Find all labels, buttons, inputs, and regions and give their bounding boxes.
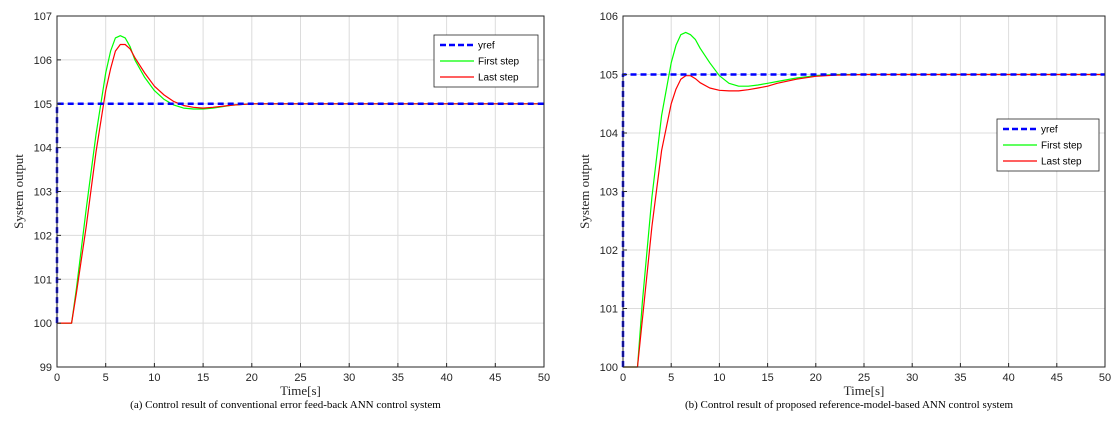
x-tick-label: 35 — [954, 372, 966, 384]
x-tick-label: 5 — [668, 372, 674, 384]
y-tick-label: 102 — [600, 245, 618, 257]
y-tick-label: 107 — [34, 11, 52, 23]
caption: (a) Control result of conventional error… — [130, 399, 441, 411]
legend-label: yref — [478, 41, 495, 52]
x-tick-label: 5 — [103, 372, 109, 384]
x-axis-label: Time[s] — [280, 383, 321, 398]
y-tick-label: 103 — [34, 187, 52, 199]
chart-a: 0 5 10 15 20 25 30 35 40 45 50 99 100 101 102 103 104 10… — [11, 11, 550, 411]
x-tick-label: 25 — [858, 372, 870, 384]
x-tick-label: 35 — [392, 372, 404, 384]
y-axis-label: System output — [577, 154, 592, 229]
legend-label: First step — [478, 57, 520, 68]
x-axis-label: Time[s] — [844, 383, 885, 398]
x-tick-label: 10 — [148, 372, 160, 384]
x-tick-label: 20 — [246, 372, 258, 384]
x-ticks: 0 5 10 15 20 25 30 35 40 45 50 — [54, 363, 550, 384]
series-line-last-step — [623, 73, 1105, 368]
x-tick-label: 50 — [538, 372, 550, 384]
x-tick-label: 10 — [713, 372, 725, 384]
y-tick-label: 102 — [34, 230, 52, 242]
caption: (b) Control result of proposed reference… — [685, 399, 1014, 411]
series-line-last-step — [57, 43, 544, 324]
legend: yref First step Last step — [996, 118, 1100, 172]
y-tick-label: 106 — [600, 11, 618, 23]
y-tick-label: 100 — [600, 362, 618, 374]
x-ticks: 0 5 10 15 20 25 30 35 40 45 50 — [620, 363, 1111, 384]
x-tick-label: 40 — [1002, 372, 1014, 384]
legend-box — [996, 118, 1100, 172]
legend-label: First step — [1041, 141, 1083, 152]
y-tick-label: 105 — [34, 99, 52, 111]
legend-label: Last step — [478, 73, 519, 84]
y-tick-label: 103 — [600, 187, 618, 199]
y-ticks: 100 101 102 103 104 105 106 — [600, 11, 627, 374]
y-tick-label: 106 — [34, 55, 52, 67]
x-tick-label: 25 — [294, 372, 306, 384]
y-tick-label: 99 — [40, 362, 52, 374]
x-tick-label: 30 — [343, 372, 355, 384]
x-tick-label: 50 — [1099, 372, 1111, 384]
y-tick-label: 100 — [34, 318, 52, 330]
y-axis-label: System output — [11, 154, 26, 229]
y-tick-label: 105 — [600, 70, 618, 82]
x-tick-label: 30 — [906, 372, 918, 384]
y-ticks: 99 100 101 102 103 104 105 106 107 — [34, 11, 61, 374]
legend-label: yref — [1041, 125, 1058, 136]
x-tick-label: 20 — [810, 372, 822, 384]
x-tick-label: 0 — [54, 372, 60, 384]
x-tick-label: 45 — [1051, 372, 1063, 384]
x-tick-label: 15 — [197, 372, 209, 384]
y-tick-label: 104 — [600, 128, 618, 140]
chart-b: 0 5 10 15 20 25 30 35 40 45 50 1001011021031041051… — [577, 11, 1111, 411]
y-tick-label: 101 — [600, 304, 618, 316]
x-tick-label: 0 — [620, 372, 626, 384]
x-tick-label: 15 — [761, 372, 773, 384]
y-tick-label: 104 — [34, 143, 52, 155]
x-tick-label: 45 — [489, 372, 501, 384]
legend-label: Last step — [1041, 157, 1082, 168]
legend: yref First step Last step — [433, 34, 539, 88]
x-tick-label: 40 — [440, 372, 452, 384]
y-tick-label: 101 — [34, 274, 52, 286]
